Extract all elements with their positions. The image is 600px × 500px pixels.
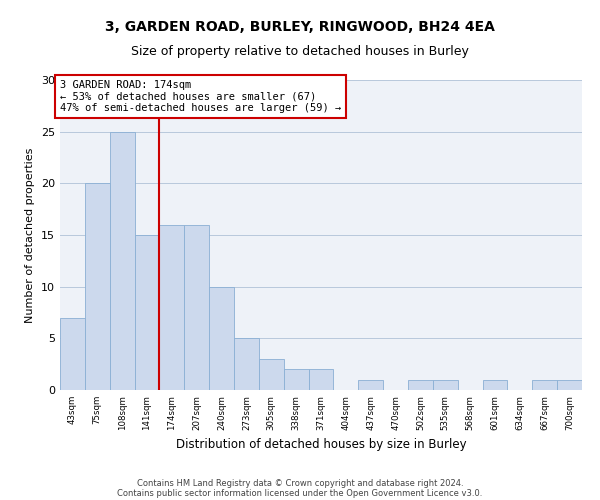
- Bar: [482, 380, 508, 390]
- Bar: [110, 132, 134, 390]
- Bar: [85, 184, 110, 390]
- Bar: [134, 235, 160, 390]
- Bar: [160, 224, 184, 390]
- Bar: [184, 224, 209, 390]
- Bar: [60, 318, 85, 390]
- Bar: [308, 370, 334, 390]
- Text: Size of property relative to detached houses in Burley: Size of property relative to detached ho…: [131, 45, 469, 58]
- Bar: [557, 380, 582, 390]
- Bar: [284, 370, 308, 390]
- Text: 3, GARDEN ROAD, BURLEY, RINGWOOD, BH24 4EA: 3, GARDEN ROAD, BURLEY, RINGWOOD, BH24 4…: [105, 20, 495, 34]
- Text: Contains HM Land Registry data © Crown copyright and database right 2024.: Contains HM Land Registry data © Crown c…: [137, 478, 463, 488]
- Text: Contains public sector information licensed under the Open Government Licence v3: Contains public sector information licen…: [118, 488, 482, 498]
- Bar: [408, 380, 433, 390]
- Bar: [433, 380, 458, 390]
- Bar: [358, 380, 383, 390]
- Bar: [209, 286, 234, 390]
- Text: 3 GARDEN ROAD: 174sqm
← 53% of detached houses are smaller (67)
47% of semi-deta: 3 GARDEN ROAD: 174sqm ← 53% of detached …: [60, 80, 341, 113]
- Bar: [259, 359, 284, 390]
- Bar: [532, 380, 557, 390]
- X-axis label: Distribution of detached houses by size in Burley: Distribution of detached houses by size …: [176, 438, 466, 451]
- Y-axis label: Number of detached properties: Number of detached properties: [25, 148, 35, 322]
- Bar: [234, 338, 259, 390]
